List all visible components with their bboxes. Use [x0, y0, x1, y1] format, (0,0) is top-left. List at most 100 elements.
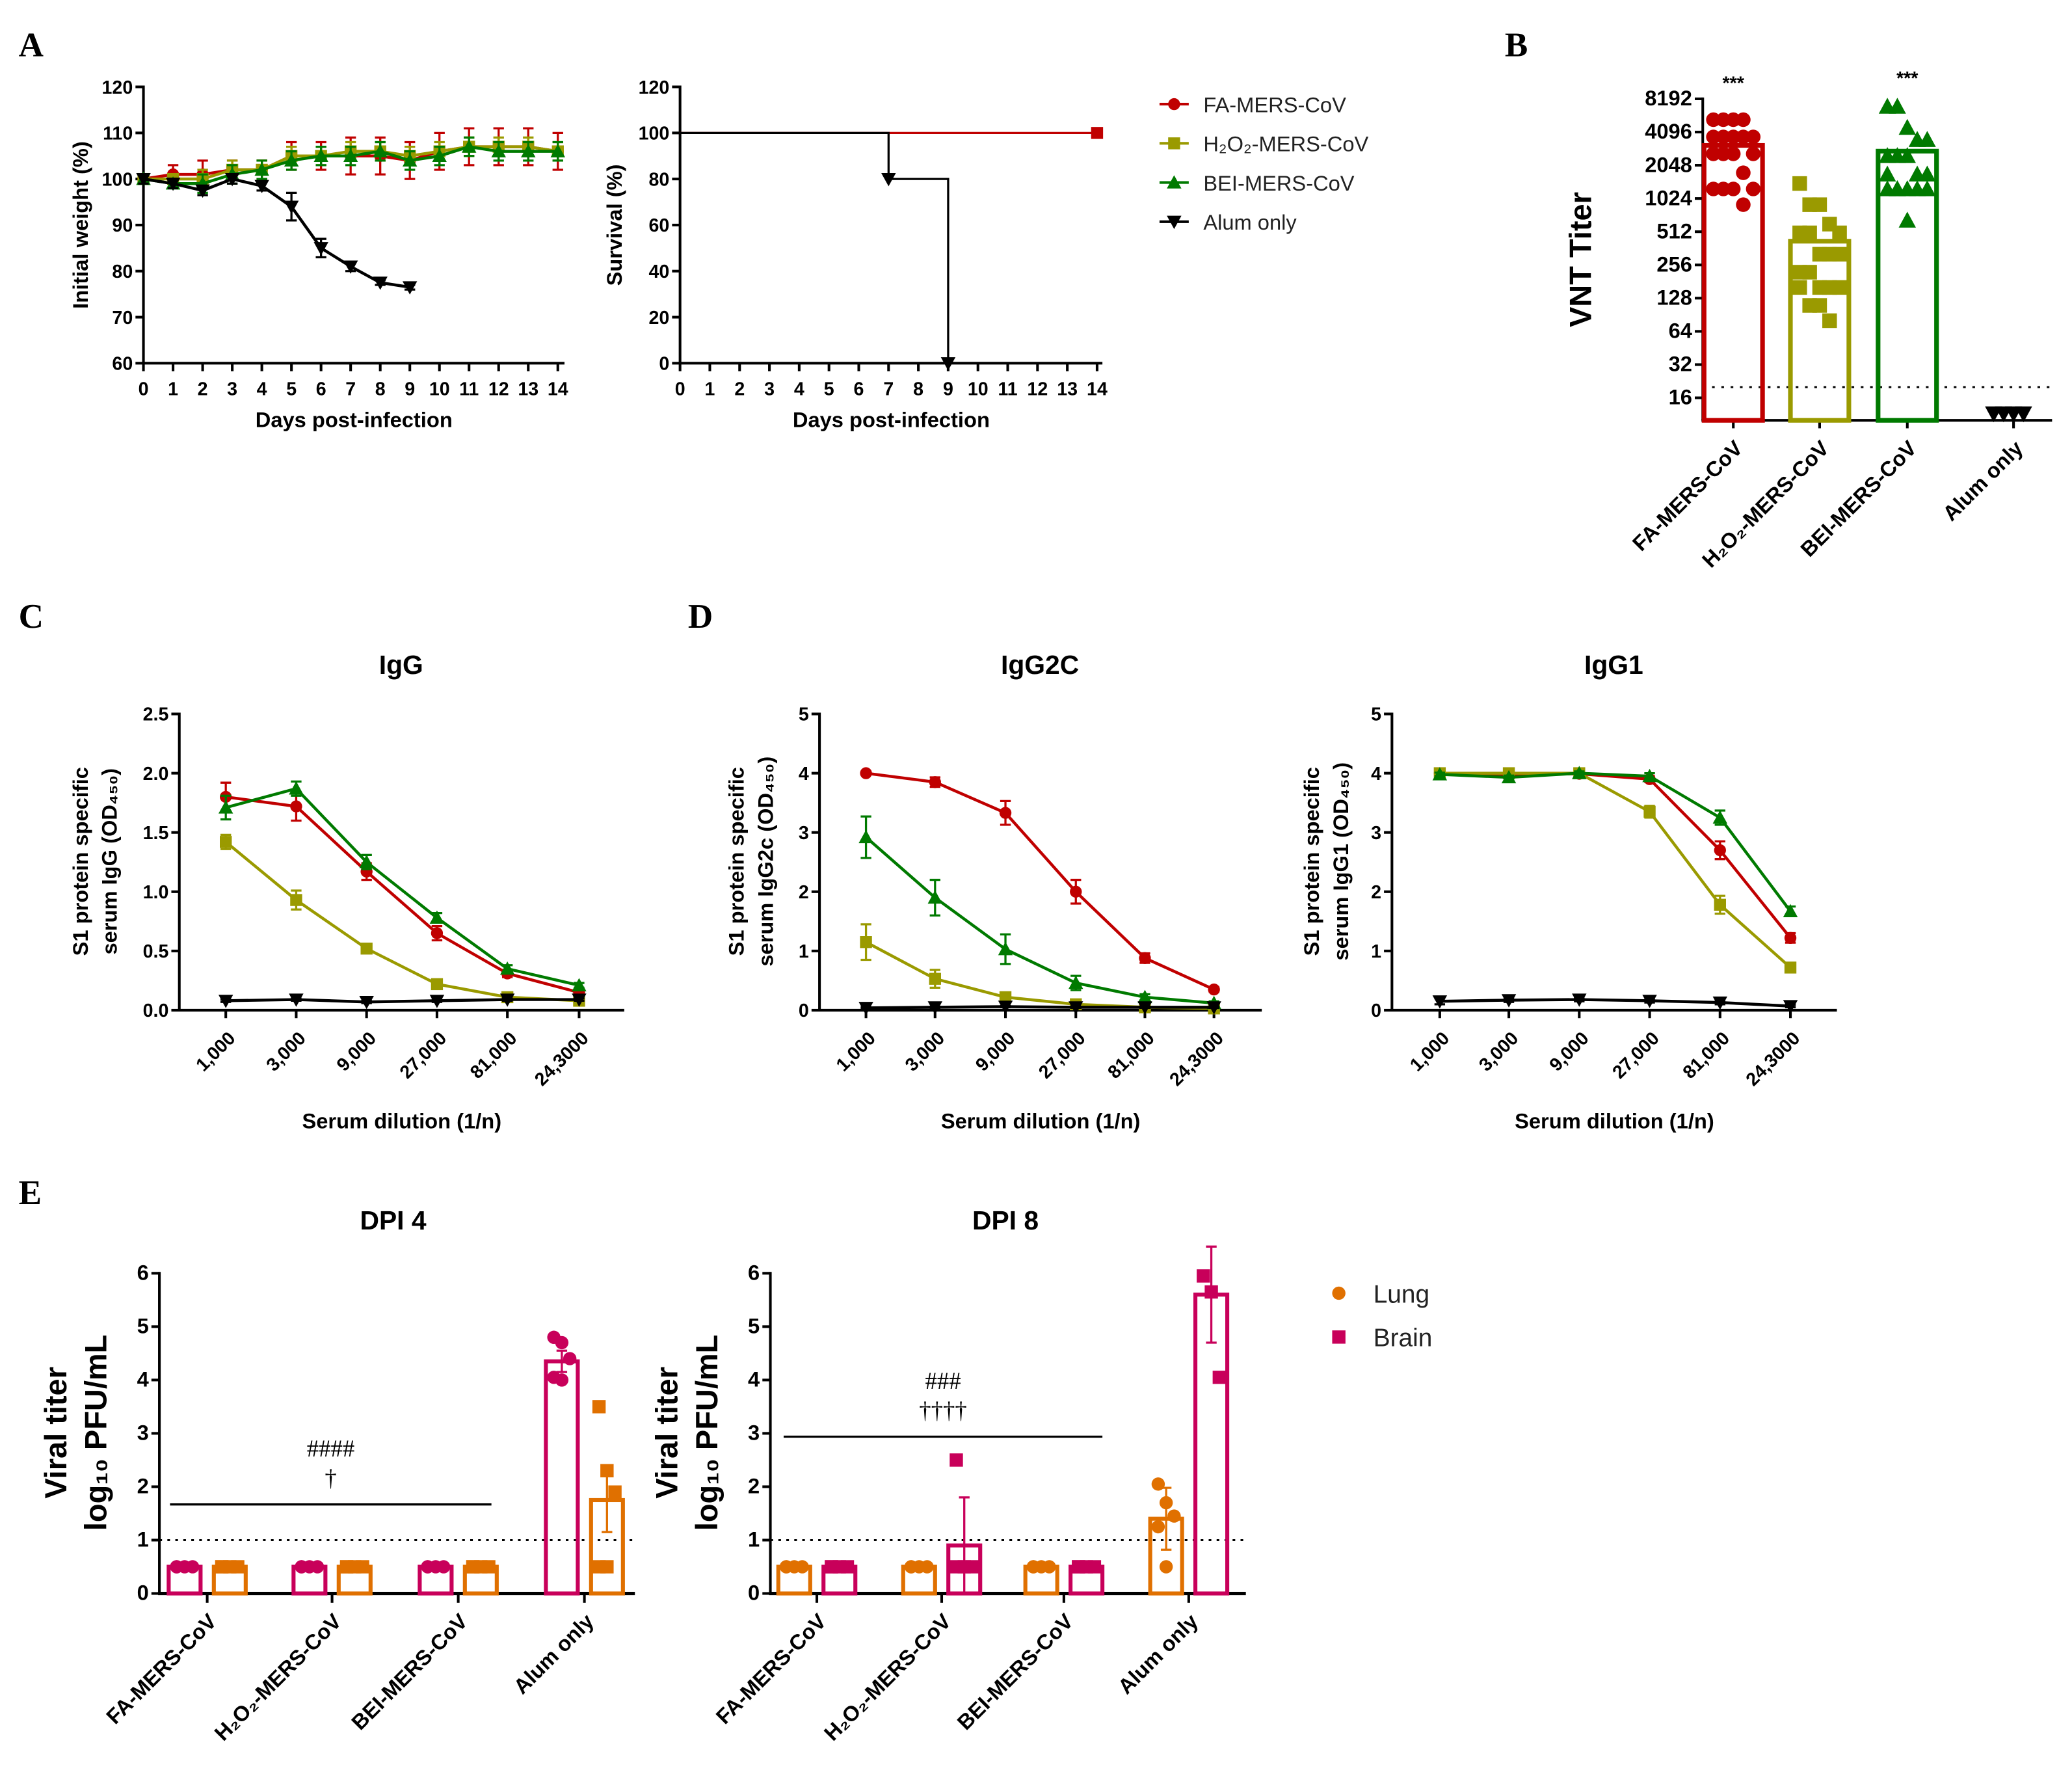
- x-tick-label: 27,000: [396, 1028, 451, 1082]
- legend-marker: [1332, 1330, 1346, 1344]
- data-point: [482, 1560, 496, 1574]
- data-point: [254, 162, 269, 176]
- series-line: [866, 1005, 1214, 1010]
- data-point: [1832, 280, 1847, 295]
- significance-hash: ####: [307, 1435, 354, 1462]
- y-tick-label: 256: [1656, 252, 1692, 276]
- data-point: [1812, 197, 1827, 212]
- y-tick-label: 5: [748, 1314, 760, 1338]
- data-point: [289, 993, 304, 1007]
- x-tick-label: 7: [345, 379, 356, 399]
- x-tick-label: 10: [968, 379, 989, 399]
- data-point: [1736, 129, 1751, 144]
- y-tick-label: 100: [102, 169, 133, 190]
- y-tick-label: 2.0: [143, 764, 169, 785]
- x-tick-label: 24,3000: [1165, 1028, 1228, 1090]
- x-tick-label: 3: [227, 379, 237, 399]
- data-point: [600, 1464, 614, 1478]
- data-point: [1898, 118, 1917, 135]
- data-point: [1736, 165, 1751, 180]
- data-point: [1898, 211, 1917, 228]
- y-tick-label: 8192: [1645, 86, 1692, 110]
- series-3: [218, 993, 587, 1010]
- x-tick-label: 0: [675, 379, 685, 399]
- series-1: [680, 131, 956, 371]
- data-point: [1746, 181, 1761, 196]
- x-tick-label: 7: [883, 379, 894, 399]
- bar-brain: [418, 1560, 454, 1596]
- panel-label-a: A: [19, 27, 44, 64]
- legend-label: FA-MERS-CoV: [1203, 92, 1346, 116]
- data-point: [1919, 131, 1936, 147]
- panel-label-d: D: [688, 598, 713, 636]
- y-tick-label: 1.0: [143, 882, 169, 903]
- y-tick-label: 40: [649, 262, 670, 282]
- data-point: [929, 776, 941, 788]
- data-point: [1572, 993, 1587, 1007]
- bar: [1701, 142, 1765, 423]
- bar-brain: [1069, 1560, 1105, 1596]
- chart-e-6: DPI 4 0 1 2 3 4 5 6 Viral titer log₁₀ PFU/mL FA-ME…: [38, 1205, 635, 1745]
- data-point: [215, 1560, 229, 1574]
- x-category-label: Alum only: [509, 1609, 598, 1698]
- x-tick-label: 6: [854, 379, 864, 399]
- panel-label-b: B: [1505, 27, 1528, 64]
- y-axis-label: S1 protein specific: [68, 767, 92, 956]
- data-point: [940, 357, 956, 371]
- legend-marker: [1168, 137, 1180, 150]
- data-point: [1043, 1560, 1056, 1574]
- y-tick-label: 4: [1371, 764, 1381, 785]
- data-point: [1137, 989, 1152, 1004]
- y-axis-label: Viral titer: [38, 1367, 73, 1499]
- series-1: [860, 923, 1220, 1015]
- data-point: [1432, 767, 1448, 781]
- series-2: [1432, 766, 1798, 918]
- series-line: [866, 772, 1215, 991]
- data-point: [1070, 885, 1082, 898]
- data-point: [1572, 766, 1587, 779]
- data-point: [1898, 147, 1917, 163]
- data-point: [218, 800, 233, 814]
- y-tick-label: 3: [748, 1421, 760, 1445]
- legend-item: H₂O₂-MERS-CoV: [1159, 132, 1369, 156]
- chart-title: IgG1: [1584, 650, 1643, 680]
- data-point: [950, 1560, 963, 1574]
- data-point: [284, 153, 299, 167]
- data-point: [1501, 770, 1517, 784]
- chart-c-3: IgG 0.0 0.5 1.0 1.5 2.0 2.5 S1 protein specific…: [68, 650, 624, 1133]
- legend-marker: [1332, 1286, 1346, 1300]
- x-tick-label: 1: [705, 379, 715, 399]
- y-tick-label: 20: [649, 308, 670, 329]
- y-tick-label: 3: [137, 1421, 149, 1445]
- x-tick-label: 11: [998, 379, 1017, 399]
- x-tick-label: 3,000: [901, 1028, 949, 1075]
- x-tick-label: 81,000: [466, 1028, 521, 1082]
- data-point: [2015, 406, 2032, 423]
- x-category-label: Alum only: [1938, 436, 2028, 526]
- data-point: [563, 1352, 577, 1365]
- y-tick-label: 1.5: [143, 823, 169, 844]
- data-point: [950, 1453, 963, 1467]
- bar-lung: [901, 1560, 937, 1596]
- x-category-label: FA-MERS-CoV: [711, 1609, 830, 1728]
- data-point: [1642, 995, 1657, 1008]
- y-axis-label: log₁₀ PFU/mL: [78, 1335, 113, 1531]
- y-tick-label: 6: [748, 1261, 760, 1285]
- data-point: [521, 144, 536, 157]
- data-point: [1212, 1371, 1227, 1384]
- data-point: [359, 996, 374, 1010]
- significance-annotation: ####†: [170, 1435, 492, 1506]
- data-point: [402, 153, 418, 167]
- series-3: [1432, 993, 1798, 1014]
- y-tick-label: 0: [1371, 1000, 1381, 1021]
- x-category-label: Alum only: [1113, 1609, 1202, 1698]
- x-tick-label: 27,000: [1035, 1028, 1089, 1082]
- data-point: [431, 927, 444, 939]
- data-point: [429, 995, 445, 1008]
- data-point: [600, 1560, 614, 1574]
- series-2: [218, 780, 587, 991]
- data-point: [1822, 313, 1837, 329]
- data-point: [1725, 146, 1741, 161]
- y-axis-label: Initial weight (%): [68, 141, 92, 309]
